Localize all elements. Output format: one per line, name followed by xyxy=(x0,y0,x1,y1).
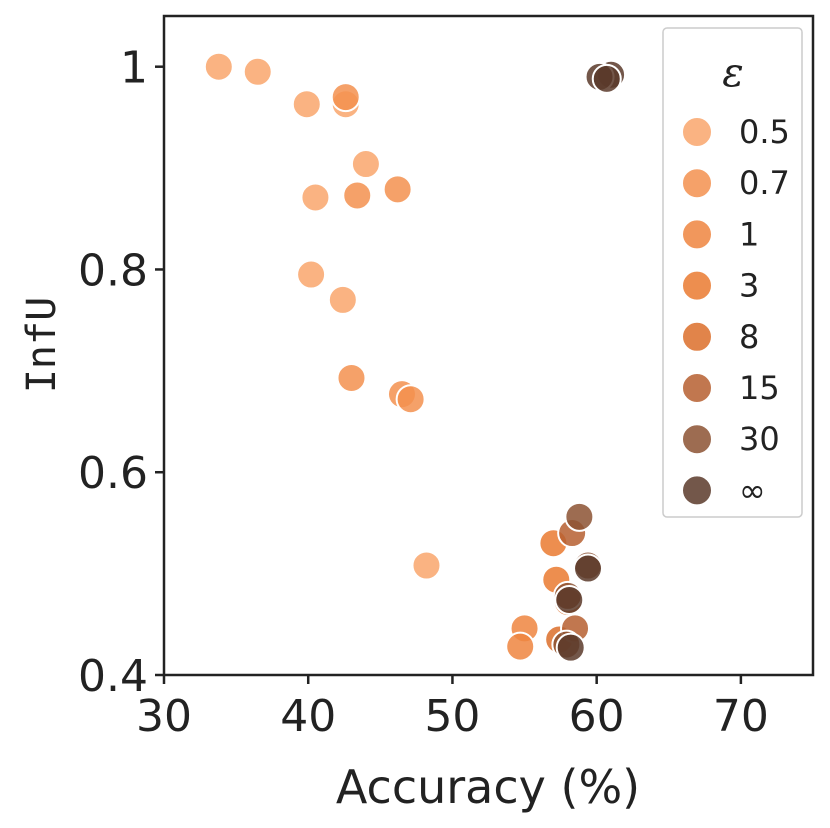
legend-marker xyxy=(681,474,713,507)
legend-label: 0.5 xyxy=(739,113,790,151)
data-point xyxy=(296,259,327,290)
x-tick-label: 70 xyxy=(713,691,769,742)
legend-entries: 0.5 0.7 1 3 8 15 30 ∞ xyxy=(681,113,790,509)
legend-label: 30 xyxy=(739,420,780,458)
legend-marker xyxy=(681,423,713,456)
data-point xyxy=(591,63,622,94)
data-point xyxy=(505,631,536,662)
legend-marker xyxy=(681,269,713,302)
legend-marker xyxy=(681,372,713,404)
y-axis-label: InfU xyxy=(19,297,65,393)
legend: ε 0.5 0.7 1 3 8 15 30 ∞ xyxy=(662,27,803,518)
legend-marker xyxy=(681,218,713,251)
y-tick-label: 0.6 xyxy=(78,448,148,499)
y-tick-label: 0.8 xyxy=(78,245,148,296)
legend-label: ∞ xyxy=(739,471,766,509)
x-tick-label: 40 xyxy=(280,691,336,742)
legend-label: 1 xyxy=(739,215,759,253)
y-axis-ticks: 0.4 0.6 0.8 1 xyxy=(78,43,164,702)
legend-label: 8 xyxy=(739,318,759,356)
data-point xyxy=(395,384,426,415)
x-tick-label: 60 xyxy=(569,691,625,742)
data-point xyxy=(382,174,413,205)
x-axis-label: Accuracy (%) xyxy=(336,760,640,814)
data-point xyxy=(300,182,331,213)
y-tick-label: 1 xyxy=(120,43,148,94)
data-point xyxy=(554,584,585,615)
data-point xyxy=(342,180,373,211)
data-points xyxy=(203,51,627,663)
legend-label: 15 xyxy=(739,369,780,407)
x-tick-label: 50 xyxy=(424,691,480,742)
legend-label: 0.7 xyxy=(739,164,790,202)
data-point xyxy=(336,362,367,393)
y-tick-label: 0.4 xyxy=(78,651,148,702)
x-tick-label: 30 xyxy=(136,691,192,742)
plot-area-frame xyxy=(162,14,815,677)
data-point xyxy=(327,284,358,315)
legend-marker xyxy=(681,167,713,200)
data-point xyxy=(203,51,234,82)
legend-title: ε xyxy=(722,50,743,96)
data-point xyxy=(330,82,361,113)
legend-marker xyxy=(681,116,713,148)
data-point xyxy=(573,553,604,584)
data-point xyxy=(411,550,442,581)
legend-label: 3 xyxy=(739,267,759,305)
data-point xyxy=(350,149,381,180)
data-point xyxy=(291,89,322,120)
data-point xyxy=(564,501,595,532)
legend-marker xyxy=(681,320,713,353)
data-point xyxy=(242,56,273,87)
x-axis-ticks: 30 40 50 60 70 xyxy=(136,675,769,742)
data-point xyxy=(555,632,586,663)
